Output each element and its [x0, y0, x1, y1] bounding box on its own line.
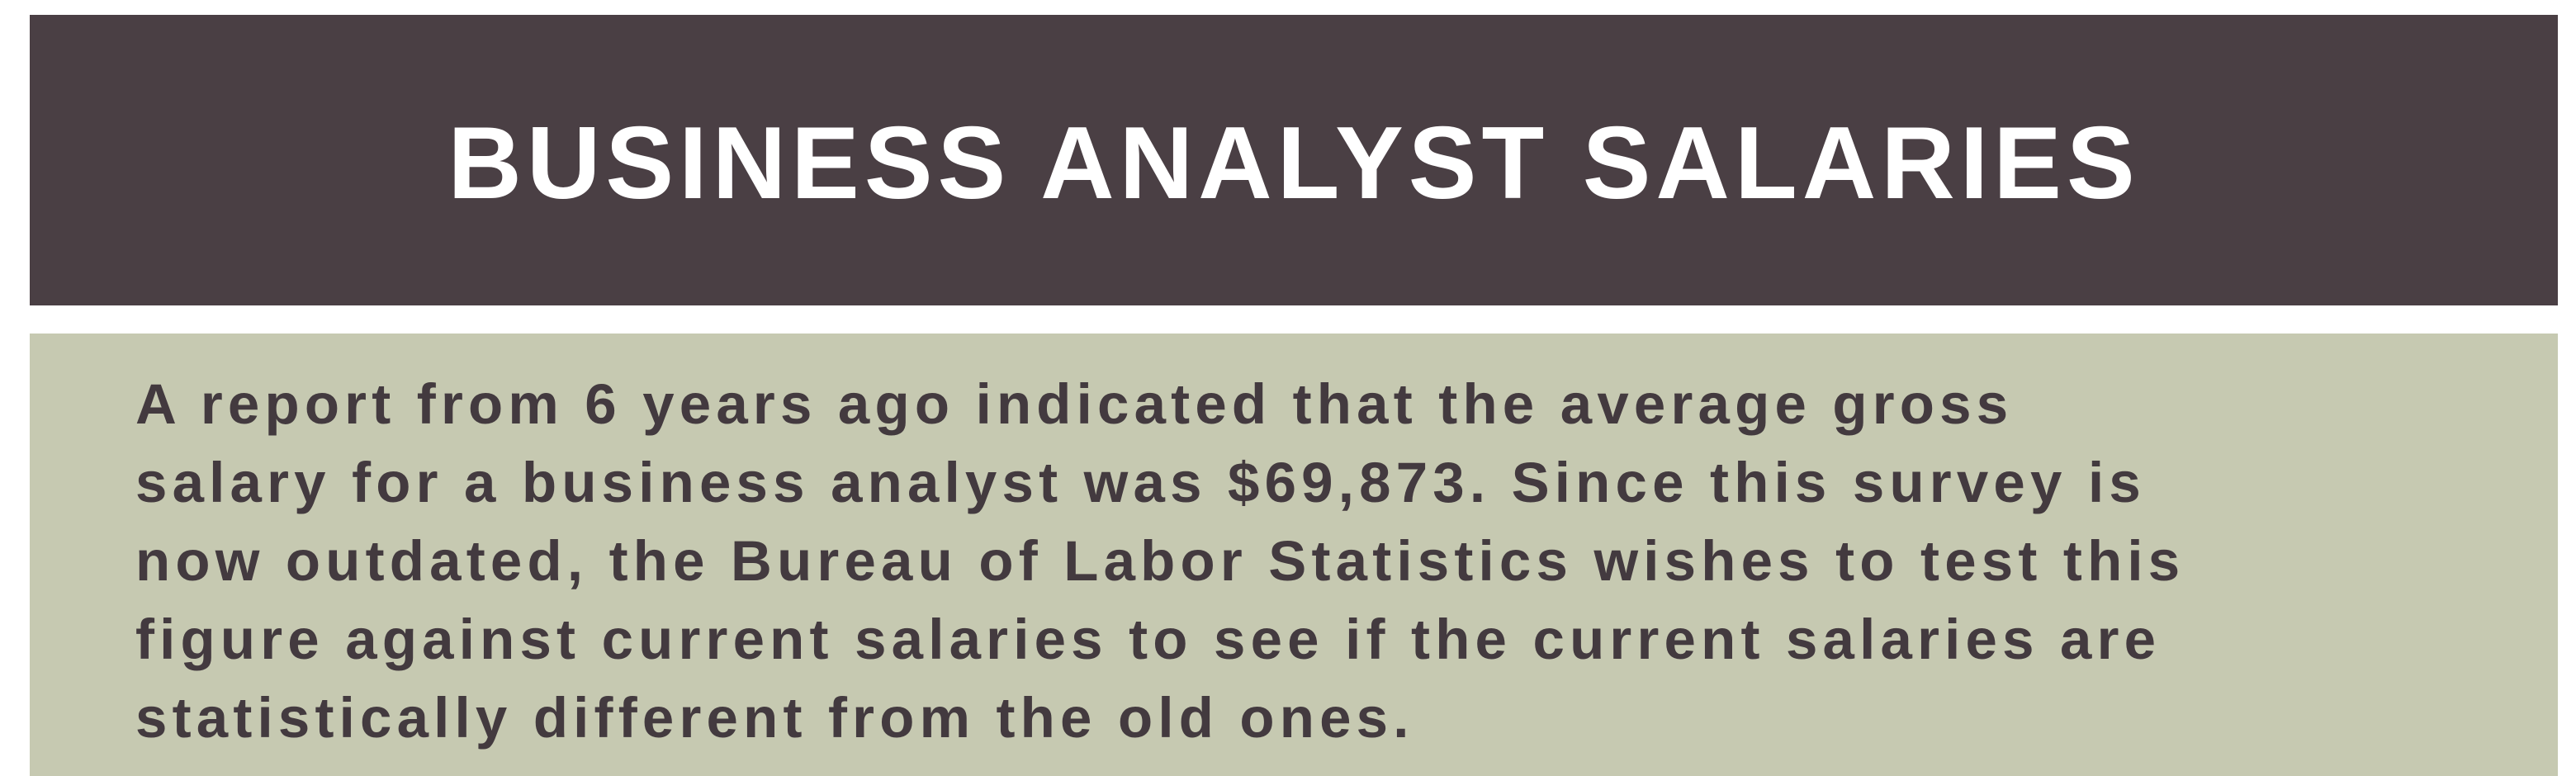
body-paragraph: A report from 6 years ago indicated that… [135, 365, 2530, 757]
body-line: figure against current salaries to see i… [135, 608, 2162, 671]
content-box: A report from 6 years ago indicated that… [30, 334, 2558, 776]
slide-title: BUSINESS ANALYST SALARIES [447, 106, 2140, 220]
title-bar: BUSINESS ANALYST SALARIES [30, 15, 2558, 305]
body-line: salary for a business analyst was $69,87… [135, 451, 2146, 514]
body-line: A report from 6 years ago indicated that… [135, 372, 2014, 436]
body-line: now outdated, the Bureau of Labor Statis… [135, 529, 2185, 593]
body-line: statistically different from the old one… [135, 686, 1414, 750]
